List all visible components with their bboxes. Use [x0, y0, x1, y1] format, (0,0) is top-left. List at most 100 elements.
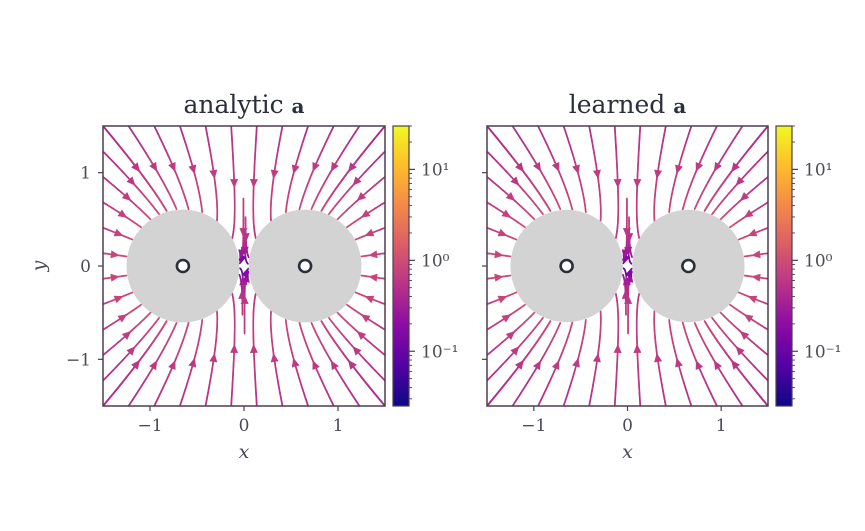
- flow-arrow: [168, 162, 176, 172]
- x-axis-label: x: [239, 441, 250, 463]
- streamline-segment: [548, 320, 552, 324]
- flow-arrow: [368, 250, 378, 259]
- streamline-segment: [148, 311, 152, 315]
- streamline-segment: [737, 291, 741, 294]
- streamline-segment: [164, 320, 168, 324]
- streamline-segment: [621, 257, 625, 262]
- streamline-segment: [514, 291, 518, 294]
- streamline-segment: [327, 212, 331, 216]
- source-marker: [175, 258, 191, 274]
- streamline-segment: [148, 217, 152, 221]
- flow-arrow: [240, 294, 249, 304]
- source-marker: [297, 258, 313, 274]
- streamline-segment: [629, 261, 633, 265]
- flow-arrow: [654, 169, 663, 180]
- flow-arrow: [188, 164, 197, 175]
- flow-arrow: [572, 164, 580, 175]
- flow-arrow: [149, 360, 158, 371]
- flow-arrow: [572, 357, 580, 368]
- streamlines: [487, 126, 768, 406]
- flow-arrow: [592, 352, 601, 363]
- streamline-segment: [336, 217, 340, 221]
- flow-arrow: [126, 346, 136, 356]
- flow-arrow: [241, 267, 249, 278]
- flow-arrow: [739, 330, 750, 340]
- streamline-segment: [719, 311, 723, 315]
- flow-arrow: [131, 162, 140, 172]
- streamline-segment: [130, 238, 134, 241]
- flow-arrow: [291, 357, 300, 368]
- flow-arrow: [510, 176, 520, 186]
- flow-arrow: [356, 192, 367, 202]
- streamline-segment: [522, 225, 526, 229]
- x-tick-label: 1: [333, 416, 344, 436]
- flow-arrow: [501, 209, 512, 218]
- flow-arrow: [497, 228, 508, 237]
- flow-arrow: [743, 209, 754, 218]
- streamline-segment: [345, 225, 350, 229]
- x-tick-label: 0: [239, 416, 250, 436]
- flow-arrow: [731, 359, 740, 370]
- flow-arrow: [121, 192, 132, 202]
- flow-arrow: [713, 161, 722, 172]
- flow-arrow: [713, 360, 722, 371]
- flow-arrow: [117, 314, 128, 323]
- streamline-segment: [622, 273, 625, 278]
- streamline-segment: [130, 291, 134, 294]
- flow-arrow: [239, 228, 248, 238]
- flow-arrow: [675, 164, 683, 175]
- streamline-segment: [175, 206, 178, 210]
- flow-arrow: [330, 161, 339, 172]
- flow-arrow: [270, 169, 279, 180]
- y-tick-label: 0: [80, 257, 91, 277]
- flow-arrow: [695, 162, 704, 172]
- flow-arrow: [110, 273, 120, 282]
- flow-arrow: [230, 343, 239, 354]
- flow-arrow: [633, 343, 642, 354]
- flow-arrow: [675, 357, 683, 368]
- streamline-segment: [247, 254, 250, 259]
- flow-arrow: [131, 360, 140, 370]
- flow-arrow: [249, 178, 258, 189]
- flow-arrow: [360, 209, 371, 218]
- streamline-segment: [238, 273, 241, 278]
- flow-arrow: [348, 359, 357, 370]
- flow-arrow: [533, 161, 542, 172]
- flow-arrow: [551, 360, 560, 370]
- flow-arrow: [121, 330, 132, 340]
- flow-arrow: [352, 346, 362, 356]
- flow-arrow: [188, 357, 197, 368]
- flow-arrow: [747, 228, 758, 237]
- streamline-segment: [558, 206, 562, 210]
- flow-arrow: [533, 360, 542, 371]
- streamline-segment: [239, 267, 242, 271]
- flow-arrow: [494, 273, 504, 282]
- streamline-segment: [711, 212, 714, 216]
- streamline-segment: [514, 238, 518, 241]
- flow-arrow: [551, 162, 560, 172]
- streamline-segment: [622, 267, 626, 271]
- streamline-segment: [703, 320, 707, 324]
- flow-arrow: [360, 314, 371, 323]
- y-tick-label: −1: [66, 350, 91, 370]
- streamline-segment: [737, 238, 741, 241]
- flow-arrow: [505, 192, 516, 202]
- streamline-segment: [310, 206, 313, 210]
- streamline-segment: [327, 316, 331, 320]
- streamline-segment: [711, 316, 714, 320]
- flow-arrow: [113, 295, 124, 304]
- streamline-segment: [336, 311, 340, 315]
- streamline-segment: [703, 208, 707, 212]
- flow-arrow: [592, 169, 601, 180]
- streamline-segment: [157, 316, 161, 320]
- streamline-segment: [541, 212, 544, 216]
- flow-arrow: [364, 295, 375, 304]
- flow-arrow: [312, 360, 320, 370]
- flow-arrow: [209, 169, 218, 180]
- flow-arrow: [735, 176, 745, 186]
- colorbar: [392, 125, 410, 407]
- colorbar-tick-label: 10⁻¹: [421, 342, 458, 362]
- flow-arrow: [291, 164, 300, 175]
- streamline-segment: [246, 261, 249, 265]
